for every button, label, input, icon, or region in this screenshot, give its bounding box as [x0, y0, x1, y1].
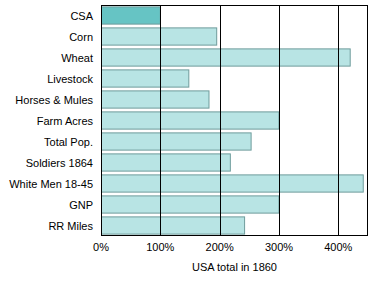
bar — [101, 175, 363, 192]
tick-label: 200% — [206, 241, 234, 253]
category-label: GNP — [69, 199, 93, 211]
category-label: Soldiers 1864 — [26, 157, 93, 169]
category-label: Wheat — [61, 52, 93, 64]
chart: 0% 100% 200% 300% 400% CSA Corn Wheat Livestock H… — [0, 0, 375, 283]
tick-label: 100% — [146, 241, 174, 253]
category-label: Livestock — [47, 73, 93, 85]
category-label: Farm Acres — [37, 115, 94, 127]
tick-label: 300% — [265, 241, 293, 253]
category-label: RR Miles — [48, 220, 93, 232]
bar — [101, 49, 350, 66]
axis-label: USA total in 1860 — [192, 261, 277, 273]
tick-label: 0% — [93, 241, 109, 253]
grid-line — [279, 5, 280, 236]
grid-line — [220, 5, 221, 236]
bar — [101, 28, 217, 45]
bar — [101, 112, 279, 129]
grid-line — [338, 5, 339, 236]
tick-label: 400% — [324, 241, 352, 253]
category-label: Total Pop. — [44, 136, 93, 148]
category-label: White Men 18-45 — [9, 178, 93, 190]
category-label: Horses & Mules — [15, 94, 93, 106]
bar — [101, 217, 245, 234]
grid-line — [160, 5, 161, 236]
bar — [101, 7, 160, 24]
bar — [101, 196, 279, 213]
bar — [101, 91, 209, 108]
category-label: CSA — [70, 10, 93, 22]
bar — [101, 133, 251, 150]
category-label: Corn — [69, 31, 93, 43]
bars — [101, 7, 363, 234]
bar — [101, 154, 230, 171]
bar — [101, 70, 189, 87]
plot-frame — [102, 6, 368, 236]
